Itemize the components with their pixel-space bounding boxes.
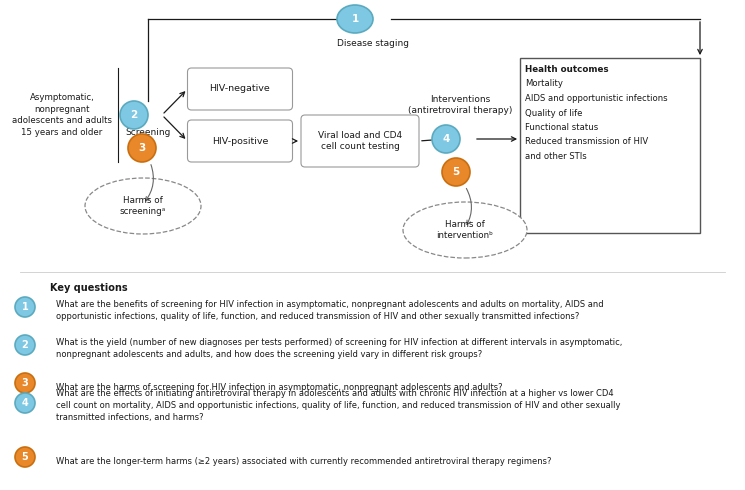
Text: What are the benefits of screening for HIV infection in asymptomatic, nonpregnan: What are the benefits of screening for H… <box>56 300 603 321</box>
FancyBboxPatch shape <box>188 68 293 110</box>
Text: Mortality: Mortality <box>525 79 563 89</box>
Circle shape <box>128 134 156 162</box>
Text: 1: 1 <box>352 14 358 24</box>
Circle shape <box>15 447 35 467</box>
Text: Quality of life: Quality of life <box>525 108 583 118</box>
Text: Asymptomatic,
nonpregnant
adolescents and adults
15 years and older: Asymptomatic, nonpregnant adolescents an… <box>12 93 112 137</box>
Text: AIDS and opportunistic infections: AIDS and opportunistic infections <box>525 94 668 103</box>
Text: Screening: Screening <box>125 128 171 137</box>
Text: HIV-negative: HIV-negative <box>209 84 270 94</box>
Text: 3: 3 <box>139 143 145 153</box>
Text: Viral load and CD4
cell count testing: Viral load and CD4 cell count testing <box>318 131 402 151</box>
Text: Health outcomes: Health outcomes <box>525 65 609 74</box>
Circle shape <box>15 335 35 355</box>
Text: What are the effects of initiating antiretroviral therapy in adolescents and adu: What are the effects of initiating antir… <box>56 389 621 422</box>
Text: Interventions
(antiretroviral therapy): Interventions (antiretroviral therapy) <box>408 95 513 115</box>
Text: 3: 3 <box>22 378 28 388</box>
Text: 1: 1 <box>22 302 28 312</box>
Text: Disease staging: Disease staging <box>337 39 409 48</box>
Text: 4: 4 <box>443 134 450 144</box>
Circle shape <box>15 297 35 317</box>
Text: Key questions: Key questions <box>50 283 127 293</box>
FancyBboxPatch shape <box>188 120 293 162</box>
Circle shape <box>120 101 148 129</box>
Ellipse shape <box>403 202 527 258</box>
Text: Reduced transmission of HIV: Reduced transmission of HIV <box>525 138 648 147</box>
Circle shape <box>442 158 470 186</box>
Text: and other STIs: and other STIs <box>525 152 587 161</box>
Circle shape <box>15 373 35 393</box>
Text: 2: 2 <box>130 110 138 120</box>
Text: 5: 5 <box>22 452 28 462</box>
Ellipse shape <box>85 178 201 234</box>
Circle shape <box>15 393 35 413</box>
Circle shape <box>432 125 460 153</box>
Text: 2: 2 <box>22 340 28 350</box>
Text: HIV-positive: HIV-positive <box>212 137 268 146</box>
Text: What are the harms of screening for HIV infection in asymptomatic, nonpregnant a: What are the harms of screening for HIV … <box>56 383 503 392</box>
Text: Harms of
interventionᵇ: Harms of interventionᵇ <box>437 220 493 241</box>
Text: 5: 5 <box>452 167 460 177</box>
Text: Harms of
screeningᵃ: Harms of screeningᵃ <box>120 196 166 217</box>
Bar <box>520 58 700 233</box>
Ellipse shape <box>337 5 373 33</box>
FancyBboxPatch shape <box>301 115 419 167</box>
Text: What is the yield (number of new diagnoses per tests performed) of screening for: What is the yield (number of new diagnos… <box>56 338 622 359</box>
Text: Functional status: Functional status <box>525 123 598 132</box>
Text: 4: 4 <box>22 398 28 408</box>
Text: What are the longer-term harms (≥2 years) associated with currently recommended : What are the longer-term harms (≥2 years… <box>56 457 551 466</box>
